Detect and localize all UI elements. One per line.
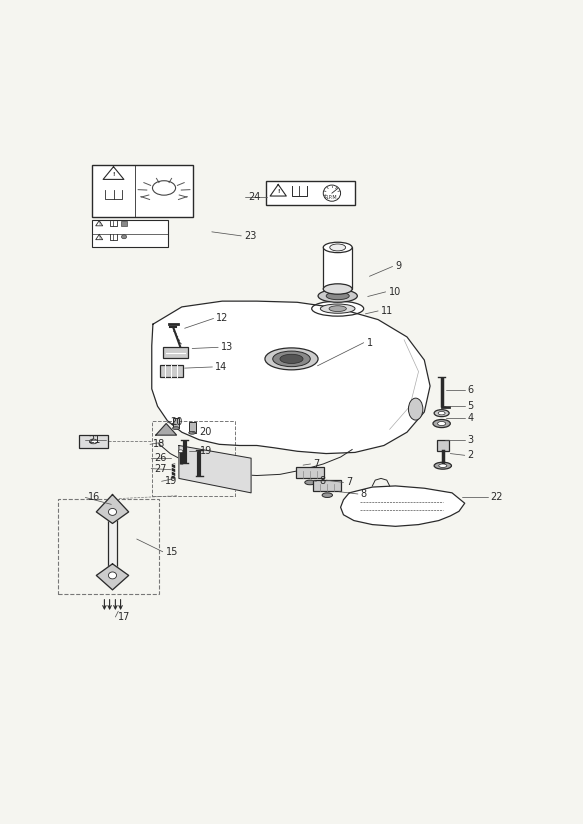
Text: !: !: [98, 236, 100, 240]
Text: 4: 4: [468, 413, 474, 423]
Text: 20: 20: [170, 418, 182, 428]
Ellipse shape: [434, 462, 451, 469]
FancyBboxPatch shape: [92, 165, 194, 217]
Text: 19: 19: [164, 476, 177, 486]
Text: !: !: [98, 222, 100, 226]
Text: 13: 13: [221, 342, 233, 353]
FancyBboxPatch shape: [265, 181, 355, 205]
FancyBboxPatch shape: [437, 440, 448, 452]
Ellipse shape: [108, 508, 117, 515]
Text: 27: 27: [154, 464, 167, 474]
Text: 6: 6: [468, 385, 474, 395]
Text: 20: 20: [199, 427, 212, 438]
Ellipse shape: [321, 304, 355, 313]
Ellipse shape: [329, 306, 346, 311]
Text: 7: 7: [346, 477, 353, 488]
Text: 2: 2: [468, 450, 474, 461]
Ellipse shape: [273, 351, 310, 367]
FancyBboxPatch shape: [92, 220, 168, 247]
Polygon shape: [96, 494, 129, 523]
FancyBboxPatch shape: [189, 423, 196, 433]
Text: 5: 5: [468, 401, 474, 411]
Polygon shape: [179, 446, 251, 493]
Ellipse shape: [121, 235, 127, 239]
Ellipse shape: [438, 422, 445, 425]
Ellipse shape: [326, 293, 349, 300]
Text: 7: 7: [314, 459, 319, 469]
FancyBboxPatch shape: [314, 480, 341, 490]
Ellipse shape: [189, 431, 196, 434]
Text: 1: 1: [367, 338, 373, 348]
Ellipse shape: [108, 572, 117, 579]
Text: R.P.M.: R.P.M.: [325, 195, 339, 200]
Ellipse shape: [330, 244, 346, 250]
Text: 14: 14: [215, 362, 227, 372]
FancyBboxPatch shape: [173, 418, 180, 428]
Text: 8: 8: [361, 489, 367, 499]
FancyBboxPatch shape: [296, 467, 324, 478]
Text: !: !: [277, 189, 279, 194]
Ellipse shape: [318, 289, 357, 302]
Text: 10: 10: [388, 287, 401, 297]
Ellipse shape: [438, 411, 445, 415]
Ellipse shape: [322, 493, 332, 498]
Polygon shape: [96, 564, 129, 590]
Text: 21: 21: [88, 435, 101, 445]
FancyBboxPatch shape: [79, 435, 108, 447]
Text: 22: 22: [491, 493, 503, 503]
Ellipse shape: [439, 464, 447, 467]
Text: 8: 8: [319, 476, 325, 486]
Ellipse shape: [178, 450, 183, 452]
Text: 12: 12: [216, 313, 229, 324]
Ellipse shape: [312, 301, 364, 316]
Text: 24: 24: [248, 192, 261, 202]
Text: 9: 9: [395, 261, 402, 271]
FancyBboxPatch shape: [163, 348, 188, 358]
Polygon shape: [152, 301, 430, 453]
Ellipse shape: [409, 398, 423, 420]
Text: 3: 3: [468, 435, 474, 445]
Text: 18: 18: [153, 439, 165, 449]
FancyBboxPatch shape: [323, 247, 352, 289]
FancyBboxPatch shape: [121, 221, 127, 226]
Ellipse shape: [323, 185, 340, 201]
Text: 16: 16: [88, 493, 100, 503]
Text: 11: 11: [381, 306, 394, 316]
Polygon shape: [156, 424, 177, 435]
Ellipse shape: [434, 410, 449, 417]
Text: !: !: [113, 172, 115, 177]
Polygon shape: [340, 486, 465, 527]
Ellipse shape: [280, 354, 303, 363]
Text: 23: 23: [244, 231, 257, 241]
Ellipse shape: [89, 439, 97, 444]
Ellipse shape: [305, 480, 315, 485]
Ellipse shape: [323, 283, 352, 294]
Text: 19: 19: [201, 447, 213, 456]
Text: 26: 26: [154, 453, 166, 463]
Text: 15: 15: [166, 547, 178, 557]
FancyBboxPatch shape: [108, 513, 117, 583]
Ellipse shape: [433, 419, 450, 428]
Ellipse shape: [265, 348, 318, 370]
FancyBboxPatch shape: [160, 365, 183, 377]
Ellipse shape: [173, 427, 180, 429]
Ellipse shape: [323, 242, 352, 253]
Text: 17: 17: [118, 612, 131, 622]
